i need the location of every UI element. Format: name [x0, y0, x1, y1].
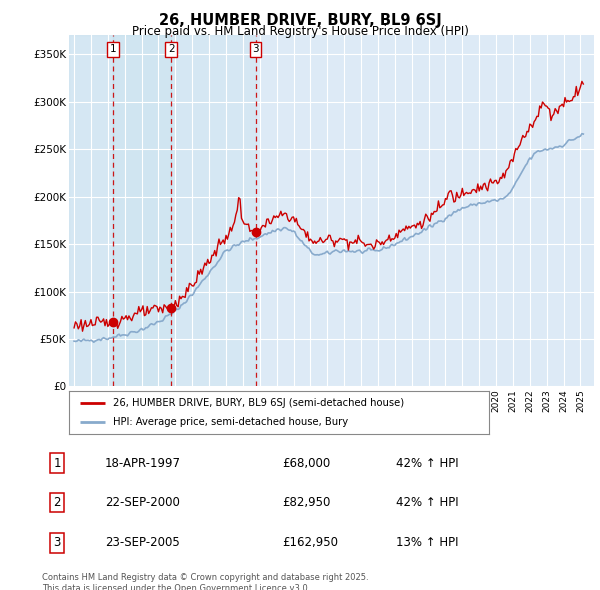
Bar: [69, 35, 113, 386]
Text: 18-APR-1997: 18-APR-1997: [105, 457, 181, 470]
Text: £82,950: £82,950: [282, 496, 331, 509]
Text: HPI: Average price, semi-detached house, Bury: HPI: Average price, semi-detached house,…: [113, 417, 348, 427]
Bar: [171, 35, 256, 386]
Text: 42% ↑ HPI: 42% ↑ HPI: [396, 457, 458, 470]
Text: 3: 3: [53, 536, 61, 549]
Text: 13% ↑ HPI: 13% ↑ HPI: [396, 536, 458, 549]
Text: 26, HUMBER DRIVE, BURY, BL9 6SJ (semi-detached house): 26, HUMBER DRIVE, BURY, BL9 6SJ (semi-de…: [113, 398, 404, 408]
Text: £162,950: £162,950: [282, 536, 338, 549]
Text: 1: 1: [110, 44, 116, 54]
Text: 42% ↑ HPI: 42% ↑ HPI: [396, 496, 458, 509]
Text: 26, HUMBER DRIVE, BURY, BL9 6SJ: 26, HUMBER DRIVE, BURY, BL9 6SJ: [158, 13, 442, 28]
Text: 3: 3: [252, 44, 259, 54]
Bar: [113, 35, 171, 386]
Text: 23-SEP-2005: 23-SEP-2005: [105, 536, 180, 549]
Text: £68,000: £68,000: [282, 457, 330, 470]
Text: Contains HM Land Registry data © Crown copyright and database right 2025.
This d: Contains HM Land Registry data © Crown c…: [42, 573, 368, 590]
Text: 2: 2: [53, 496, 61, 509]
Text: 1: 1: [53, 457, 61, 470]
Text: Price paid vs. HM Land Registry's House Price Index (HPI): Price paid vs. HM Land Registry's House …: [131, 25, 469, 38]
Text: 22-SEP-2000: 22-SEP-2000: [105, 496, 180, 509]
Text: 2: 2: [168, 44, 175, 54]
